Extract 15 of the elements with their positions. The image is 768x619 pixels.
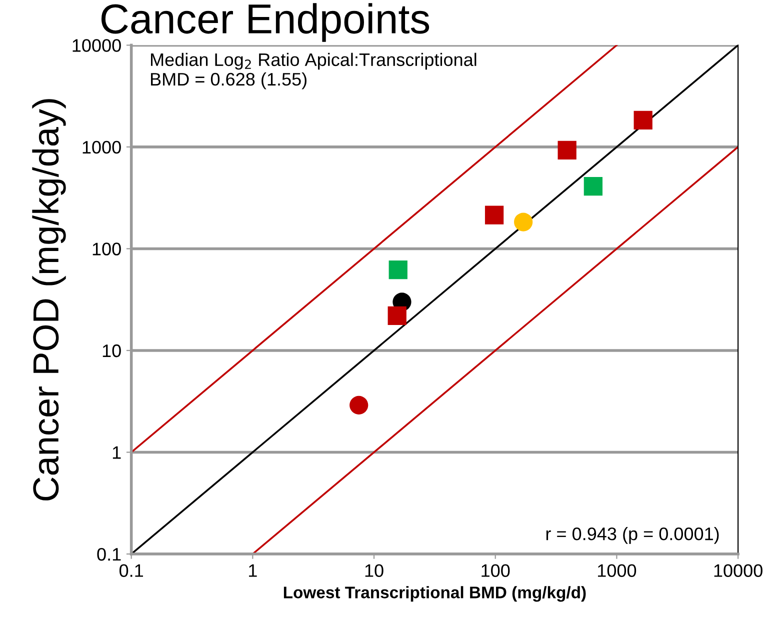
y-tick-label: 10 (102, 344, 121, 358)
y-axis-title: Cancer POD (mg/kg/day) (32, 99, 66, 500)
x-tick-label: 0.1 (119, 564, 143, 577)
y-tick-label: 100 (92, 242, 121, 256)
annotation: Median Log$_{2}$ Ratio Apical:Transcriptional BMD = 0.628 (1.55) (151, 52, 476, 90)
y-tick-label: 0.1 (97, 548, 121, 561)
annotation: r = 0.943 (p = 0.0001) (546, 526, 719, 544)
y-tick-label: 1000 (82, 140, 121, 154)
x-tick-label: 10000 (714, 564, 762, 577)
y-tick-label: 1 (112, 446, 121, 459)
x-tick-label: 1000 (598, 564, 636, 577)
x-axis-title: Lowest Transcriptional BMD (mg/kg/d) (284, 586, 586, 602)
x-tick-label: 1 (249, 564, 257, 577)
x-tick-label: 10 (365, 564, 384, 577)
x-tick-label: 100 (482, 564, 510, 577)
